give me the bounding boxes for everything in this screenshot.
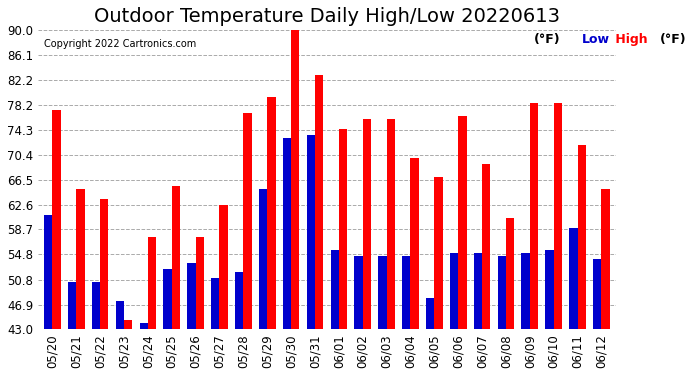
- Bar: [164, 269, 172, 375]
- Bar: [44, 215, 52, 375]
- Bar: [363, 119, 371, 375]
- Bar: [267, 97, 275, 375]
- Bar: [219, 205, 228, 375]
- Bar: [593, 260, 602, 375]
- Bar: [68, 282, 77, 375]
- Bar: [497, 256, 506, 375]
- Bar: [77, 189, 85, 375]
- Bar: [545, 250, 553, 375]
- Bar: [522, 253, 530, 375]
- Bar: [283, 138, 291, 375]
- Bar: [339, 129, 347, 375]
- Bar: [92, 282, 100, 375]
- Bar: [116, 301, 124, 375]
- Bar: [244, 113, 252, 375]
- Bar: [172, 186, 180, 375]
- Bar: [411, 158, 419, 375]
- Text: Copyright 2022 Cartronics.com: Copyright 2022 Cartronics.com: [44, 39, 196, 49]
- Bar: [100, 199, 108, 375]
- Bar: [315, 75, 324, 375]
- Bar: [530, 104, 538, 375]
- Bar: [458, 116, 466, 375]
- Bar: [578, 145, 586, 375]
- Bar: [434, 177, 443, 375]
- Bar: [378, 256, 386, 375]
- Bar: [124, 320, 132, 375]
- Text: (°F): (°F): [660, 33, 687, 46]
- Bar: [187, 262, 196, 375]
- Bar: [52, 110, 61, 375]
- Bar: [506, 218, 514, 375]
- Title: Outdoor Temperature Daily High/Low 20220613: Outdoor Temperature Daily High/Low 20220…: [94, 7, 560, 26]
- Bar: [139, 323, 148, 375]
- Text: Low: Low: [582, 33, 610, 46]
- Bar: [602, 189, 610, 375]
- Bar: [402, 256, 411, 375]
- Bar: [331, 250, 339, 375]
- Bar: [355, 256, 363, 375]
- Bar: [386, 119, 395, 375]
- Bar: [426, 297, 434, 375]
- Bar: [569, 228, 578, 375]
- Bar: [474, 253, 482, 375]
- Text: (°F): (°F): [534, 33, 561, 46]
- Bar: [196, 237, 204, 375]
- Bar: [148, 237, 156, 375]
- Bar: [553, 104, 562, 375]
- Bar: [211, 278, 219, 375]
- Bar: [235, 272, 244, 375]
- Bar: [306, 135, 315, 375]
- Bar: [291, 30, 299, 375]
- Text: High: High: [611, 33, 647, 46]
- Bar: [450, 253, 458, 375]
- Bar: [259, 189, 267, 375]
- Bar: [482, 164, 491, 375]
